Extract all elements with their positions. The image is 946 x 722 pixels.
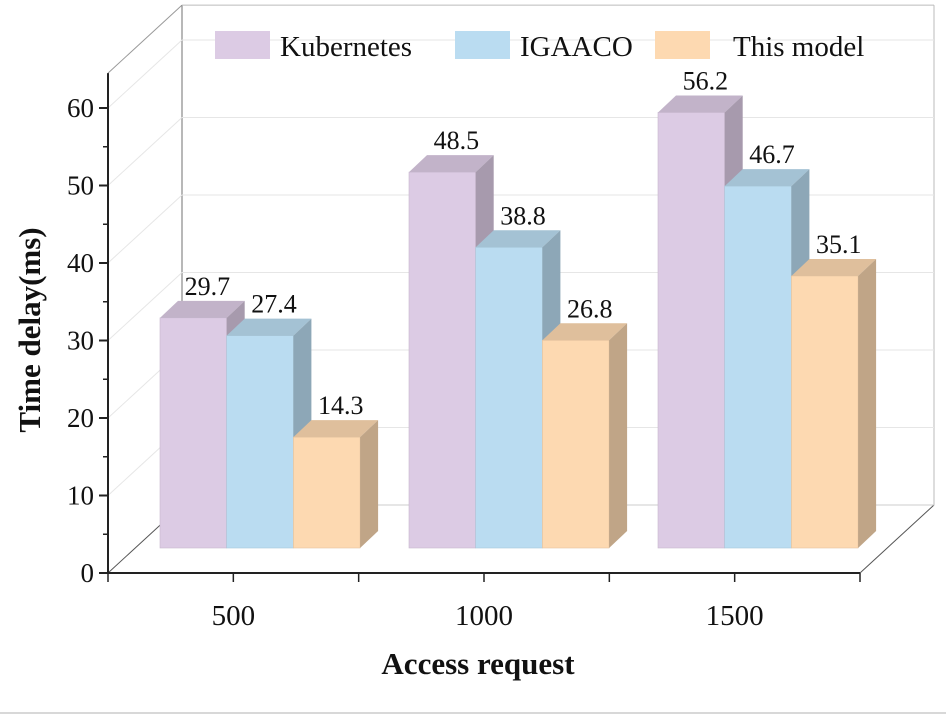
bar-front	[408, 171, 476, 549]
gridline-side	[107, 194, 183, 264]
data-label: 48.5	[434, 126, 480, 155]
legend-label: Kubernetes	[280, 31, 412, 63]
bar-this-model-1500: 35.1	[791, 230, 877, 549]
bar-top	[791, 258, 877, 276]
bar-kubernetes-1500: 56.2	[657, 66, 743, 549]
bar-front	[542, 339, 610, 549]
bar-this-model-500: 14.3	[293, 391, 379, 549]
x-axis-title: Access request	[381, 646, 575, 681]
legend-label: This model	[733, 31, 864, 63]
data-label: 29.7	[185, 272, 231, 301]
y-tick-label: 10	[67, 481, 94, 511]
gridline-side	[107, 272, 183, 341]
bar-top	[226, 318, 312, 336]
bar-top	[409, 155, 494, 173]
x-tick-label: 500	[212, 600, 256, 632]
bar-top	[658, 95, 743, 113]
y-tick-label: 0	[81, 558, 95, 588]
divider	[0, 712, 946, 714]
x-tick-label: 1000	[455, 600, 513, 632]
legend-swatch	[455, 31, 510, 59]
y-tick-label: 60	[67, 93, 94, 123]
data-label: 35.1	[816, 230, 862, 259]
bar-top	[724, 169, 810, 187]
data-label: 56.2	[683, 66, 729, 95]
data-label: 14.3	[318, 391, 364, 420]
bar-top	[293, 420, 379, 438]
floor-right-edge	[859, 504, 935, 574]
bar-this-model-1000: 26.8	[542, 294, 628, 549]
bar-front	[293, 436, 361, 549]
gridline-side	[107, 39, 183, 109]
data-label: 26.8	[567, 294, 613, 323]
bar-side	[609, 323, 628, 548]
y-tick-label: 50	[67, 171, 94, 201]
bar-side	[360, 420, 379, 548]
y-tick-label: 20	[67, 403, 94, 433]
legend-swatch	[215, 31, 270, 59]
y-tick-label: 40	[67, 248, 94, 278]
legend-label: IGAACO	[520, 31, 633, 63]
bar-front	[226, 335, 294, 549]
data-label: 38.8	[500, 201, 546, 230]
legend-swatch	[655, 31, 710, 59]
bar-top	[542, 323, 628, 341]
legend-item: Kubernetes	[215, 31, 412, 63]
depth-edge	[107, 4, 183, 74]
bar-top	[475, 230, 561, 248]
bar-front	[724, 185, 792, 549]
legend-item: This model	[655, 31, 864, 63]
y-tick-label: 30	[67, 326, 94, 356]
legend-item: IGAACO	[455, 31, 633, 63]
bar-front	[791, 275, 859, 549]
x-tick-label: 1500	[706, 600, 764, 632]
data-label: 46.7	[749, 140, 795, 169]
bar-top	[160, 300, 245, 318]
data-label: 27.4	[251, 290, 297, 319]
gridline-side	[107, 117, 183, 186]
bar-front	[657, 112, 725, 549]
bar-front	[159, 317, 227, 549]
bar-front	[475, 247, 543, 549]
y-axis-title: Time delay(ms)	[12, 227, 47, 432]
bar-side	[858, 258, 877, 548]
